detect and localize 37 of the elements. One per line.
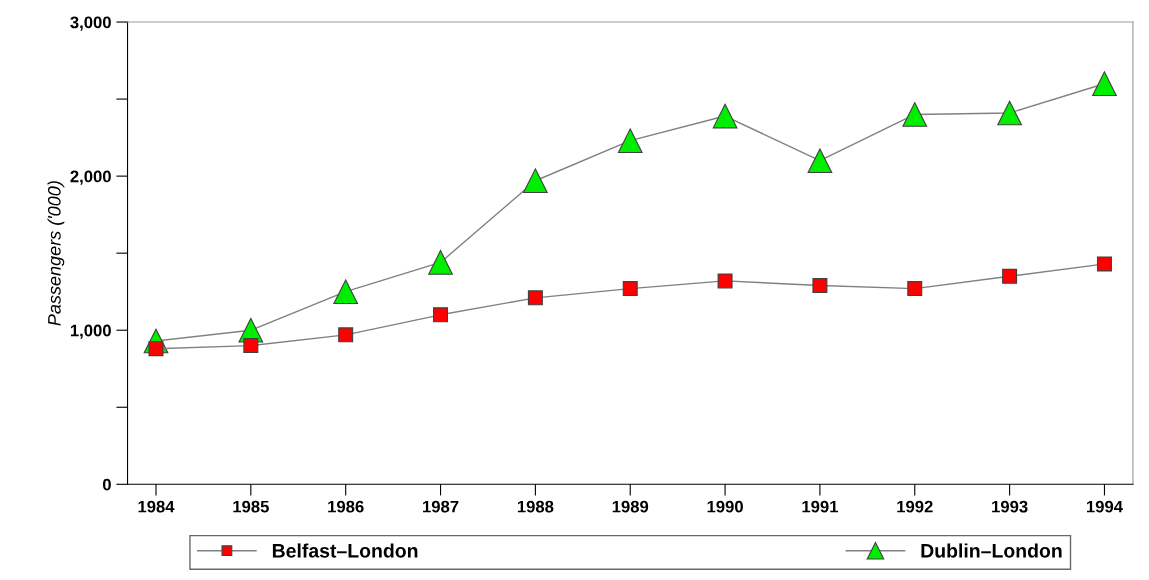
- point: [712, 103, 738, 129]
- point: [243, 338, 259, 354]
- x-tick-label: 1992: [897, 500, 933, 513]
- point: [622, 281, 638, 297]
- x-tick-label: 1988: [517, 500, 554, 513]
- x-tick-label: 1993: [992, 500, 1028, 513]
- point: [907, 281, 923, 297]
- point: [997, 100, 1022, 126]
- x-tick-label: 1991: [802, 500, 838, 513]
- point: [1092, 71, 1117, 97]
- x-tick-label: 1989: [612, 500, 649, 513]
- legend-label: Belfast–London: [272, 543, 418, 558]
- point: [433, 307, 449, 323]
- point: [617, 128, 643, 154]
- point: [523, 168, 548, 194]
- point: [1096, 256, 1112, 272]
- point: [428, 250, 453, 275]
- y-tick-label: 3,000: [70, 16, 111, 31]
- point: [807, 148, 833, 174]
- x-tick-label: 1984: [138, 500, 175, 513]
- point: [902, 102, 928, 127]
- point: [1002, 268, 1018, 284]
- point: [717, 273, 733, 289]
- point: [333, 279, 359, 305]
- point: [527, 290, 543, 306]
- y-axis-title: Passengers ('000): [47, 181, 65, 326]
- x-tick-label: 1986: [328, 500, 364, 513]
- y-tick-label: 0: [102, 478, 111, 491]
- x-tick-label: 1990: [707, 500, 743, 513]
- point: [812, 278, 828, 294]
- x-tick-label: 1985: [233, 500, 269, 513]
- legend-label: Dublin–London: [921, 543, 1062, 558]
- x-tick-label: 1994: [1086, 500, 1123, 513]
- y-tick-label: 1,000: [70, 324, 111, 339]
- point: [338, 327, 354, 343]
- x-tick-label: 1987: [423, 500, 459, 513]
- y-tick-label: 2,000: [70, 170, 111, 185]
